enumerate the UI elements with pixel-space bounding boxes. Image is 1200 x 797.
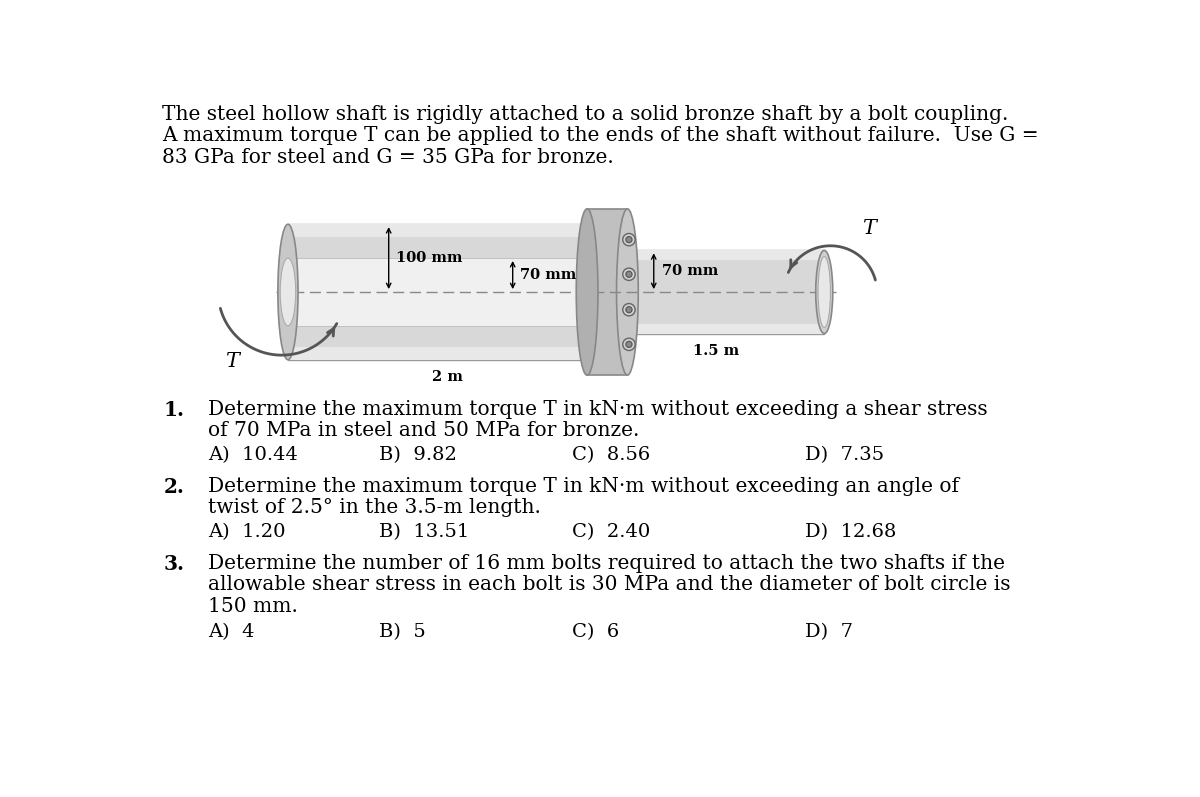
Text: D)  7.35: D) 7.35 <box>805 446 884 464</box>
Bar <box>288 347 607 359</box>
Text: T: T <box>863 219 876 238</box>
Text: B)  5: B) 5 <box>379 623 425 641</box>
Circle shape <box>623 234 635 245</box>
Text: 1.5 m: 1.5 m <box>692 344 739 358</box>
Text: Determine the maximum torque T in kN·m without exceeding an angle of: Determine the maximum torque T in kN·m w… <box>208 477 959 496</box>
Text: The steel hollow shaft is rigidly attached to a solid bronze shaft by a bolt cou: The steel hollow shaft is rigidly attach… <box>162 105 1008 124</box>
Circle shape <box>623 268 635 281</box>
Ellipse shape <box>617 209 638 375</box>
Text: twist of 2.5° in the 3.5-m length.: twist of 2.5° in the 3.5-m length. <box>208 498 541 517</box>
Text: B)  9.82: B) 9.82 <box>379 446 456 464</box>
Text: 70 mm: 70 mm <box>521 268 577 282</box>
Text: A)  10.44: A) 10.44 <box>208 446 298 464</box>
Bar <box>587 209 628 375</box>
Text: C)  8.56: C) 8.56 <box>572 446 650 464</box>
Text: D)  7: D) 7 <box>805 623 853 641</box>
Ellipse shape <box>816 250 833 334</box>
Text: C)  6: C) 6 <box>572 623 619 641</box>
Bar <box>288 224 607 237</box>
Bar <box>289 258 606 326</box>
Ellipse shape <box>818 257 830 328</box>
Text: 100 mm: 100 mm <box>396 251 463 265</box>
Text: allowable shear stress in each bolt is 30 MPa and the diameter of bolt circle is: allowable shear stress in each bolt is 3… <box>208 575 1010 595</box>
Circle shape <box>626 307 632 312</box>
Circle shape <box>623 304 635 316</box>
Text: 150 mm.: 150 mm. <box>208 597 298 616</box>
Text: B)  13.51: B) 13.51 <box>379 523 469 541</box>
Text: D)  12.68: D) 12.68 <box>805 523 896 541</box>
Text: 3.: 3. <box>164 554 185 574</box>
Circle shape <box>626 341 632 347</box>
Ellipse shape <box>278 224 298 359</box>
Bar <box>607 250 824 334</box>
Ellipse shape <box>576 209 598 375</box>
Bar <box>607 250 824 260</box>
Circle shape <box>626 271 632 277</box>
Text: 2 m: 2 m <box>432 370 463 383</box>
Text: A)  4: A) 4 <box>208 623 254 641</box>
Text: 83 GPa for steel and G = 35 GPa for bronze.: 83 GPa for steel and G = 35 GPa for bron… <box>162 148 613 167</box>
Circle shape <box>623 338 635 351</box>
Ellipse shape <box>281 258 295 326</box>
Text: A)  1.20: A) 1.20 <box>208 523 286 541</box>
Text: A maximum torque T can be applied to the ends of the shaft without failure.  Use: A maximum torque T can be applied to the… <box>162 127 1038 145</box>
Text: 1.: 1. <box>164 400 185 420</box>
Text: Determine the maximum torque T in kN·m without exceeding a shear stress: Determine the maximum torque T in kN·m w… <box>208 400 988 418</box>
Text: 2.: 2. <box>164 477 185 497</box>
Text: T: T <box>226 351 239 371</box>
Text: Determine the number of 16 mm bolts required to attach the two shafts if the: Determine the number of 16 mm bolts requ… <box>208 554 1006 573</box>
Text: of 70 MPa in steel and 50 MPa for bronze.: of 70 MPa in steel and 50 MPa for bronze… <box>208 422 640 441</box>
Circle shape <box>626 237 632 243</box>
Bar <box>607 324 824 334</box>
Text: C)  2.40: C) 2.40 <box>572 523 650 541</box>
Text: 70 mm: 70 mm <box>661 264 718 278</box>
Bar <box>288 224 607 359</box>
